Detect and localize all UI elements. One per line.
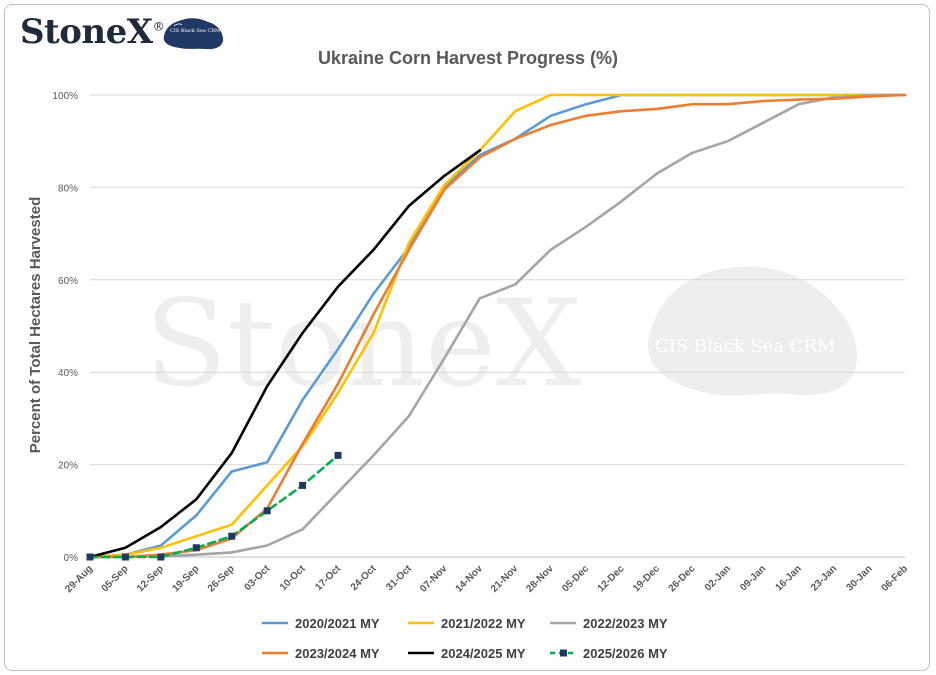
x-tick-label: 03-Oct	[243, 563, 273, 593]
x-tick-label: 17-Oct	[313, 563, 343, 593]
series-line	[88, 93, 907, 559]
x-tick-label: 28-Nov	[524, 563, 556, 595]
legend-item: 2022/2023 MY	[550, 616, 668, 631]
x-tick-label: 02-Jan	[703, 563, 733, 593]
series-line	[88, 93, 907, 559]
y-tick-label: 40%	[58, 368, 78, 379]
x-tick-label: 21-Nov	[489, 563, 521, 595]
y-tick-label: 80%	[58, 183, 78, 194]
x-tick-label: 16-Jan	[774, 563, 804, 593]
data-point	[157, 553, 165, 561]
series	[86, 451, 342, 561]
brand-logo: StoneX®	[20, 12, 165, 52]
y-tick-label: 20%	[58, 461, 78, 472]
watermark-map-label: CIS Black Sea CRM	[655, 336, 836, 357]
x-tick-label: 05-Dec	[560, 563, 591, 594]
legend-item: 2020/2021 MY	[262, 616, 380, 631]
data-point	[121, 553, 129, 561]
legend-label: 2022/2023 MY	[583, 616, 668, 631]
legend-label: 2023/2024 MY	[295, 646, 380, 661]
data-point	[228, 532, 236, 540]
x-tick-label: 29-Aug	[63, 563, 95, 595]
brand-name: StoneX	[20, 12, 153, 52]
series-line	[88, 93, 907, 559]
legend-label: 2020/2021 MY	[295, 616, 380, 631]
x-tick-label: 31-Oct	[384, 563, 414, 593]
x-tick-label: 12-Sep	[135, 563, 166, 594]
legend-item: 2023/2024 MY	[262, 646, 380, 661]
y-axis-ticks: 0% 20% 40% 60% 80% 100%	[52, 91, 78, 564]
y-tick-label: 100%	[52, 91, 78, 102]
x-axis-ticks: 29-Aug 05-Sep 12-Sep 19-Sep 26-Sep 03-Oct 10-O…	[63, 563, 910, 595]
brand-reg-mark: ®	[152, 19, 165, 34]
chart-title: Ukraine Corn Harvest Progress (%)	[317, 48, 619, 68]
legend-marker	[560, 649, 567, 657]
series	[88, 93, 907, 559]
x-tick-label: 19-Dec	[631, 563, 662, 594]
legend-label: 2024/2025 MY	[441, 646, 526, 661]
x-tick-label: 26-Dec	[667, 563, 698, 594]
x-tick-label: 23-Jan	[809, 563, 839, 593]
legend-item: 2024/2025 MY	[408, 646, 526, 661]
legend-item: 2025/2026 MY	[550, 646, 668, 661]
x-tick-label: 30-Jan	[845, 563, 875, 593]
y-tick-label: 0%	[64, 553, 79, 564]
x-tick-label: 24-Oct	[349, 563, 379, 593]
x-tick-label: 26-Sep	[206, 563, 237, 594]
legend-item: 2021/2022 MY	[408, 616, 526, 631]
series	[88, 93, 907, 559]
series-line	[88, 149, 482, 559]
x-tick-label: 19-Sep	[170, 563, 201, 594]
black-sea-map-icon	[163, 18, 224, 50]
x-tick-label: 05-Sep	[100, 563, 131, 594]
data-point	[334, 451, 342, 459]
data-point	[299, 481, 307, 489]
watermark: StoneX CIS Black Sea CRM	[145, 266, 858, 414]
watermark-map-icon	[648, 266, 858, 396]
legend-label: 2021/2022 MY	[441, 616, 526, 631]
x-tick-label: 07-Nov	[418, 563, 450, 595]
x-tick-label: 10-Oct	[278, 563, 308, 593]
data-point	[263, 507, 271, 515]
brand-map-label: CIS Black Sea CRM	[170, 28, 221, 34]
x-tick-label: 12-Dec	[596, 563, 627, 594]
series	[88, 93, 907, 559]
x-tick-label: 14-Nov	[454, 563, 486, 595]
data-point	[192, 544, 200, 552]
legend: 2020/2021 MY 2021/2022 MY 2022/2023 MY 2023…	[262, 616, 668, 661]
x-tick-label: 06-Feb	[880, 563, 911, 594]
y-axis-label: Percent of Total Hectares Harvested	[27, 197, 44, 454]
watermark-name: StoneX	[145, 275, 581, 414]
series-layer	[86, 93, 907, 561]
series	[88, 149, 482, 559]
x-tick-label: 09-Jan	[738, 563, 768, 593]
series-line	[88, 454, 340, 559]
data-point	[86, 553, 94, 561]
legend-label: 2025/2026 MY	[583, 646, 668, 661]
y-tick-label: 60%	[58, 276, 78, 287]
